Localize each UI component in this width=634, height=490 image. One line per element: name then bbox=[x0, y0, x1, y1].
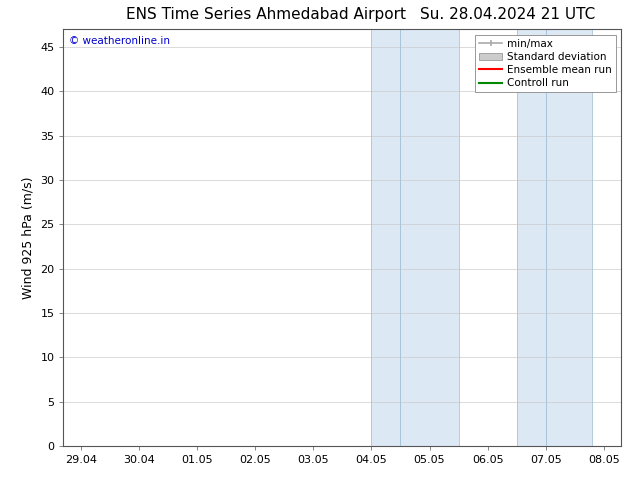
Bar bbox=[546, 29, 592, 446]
Bar bbox=[517, 29, 546, 446]
Bar bbox=[401, 29, 458, 446]
Text: ENS Time Series Ahmedabad Airport: ENS Time Series Ahmedabad Airport bbox=[126, 7, 406, 23]
Text: © weatheronline.in: © weatheronline.in bbox=[69, 36, 170, 46]
Y-axis label: Wind 925 hPa (m/s): Wind 925 hPa (m/s) bbox=[22, 176, 35, 299]
Text: Su. 28.04.2024 21 UTC: Su. 28.04.2024 21 UTC bbox=[420, 7, 595, 23]
Bar bbox=[372, 29, 401, 446]
Legend: min/max, Standard deviation, Ensemble mean run, Controll run: min/max, Standard deviation, Ensemble me… bbox=[475, 35, 616, 92]
